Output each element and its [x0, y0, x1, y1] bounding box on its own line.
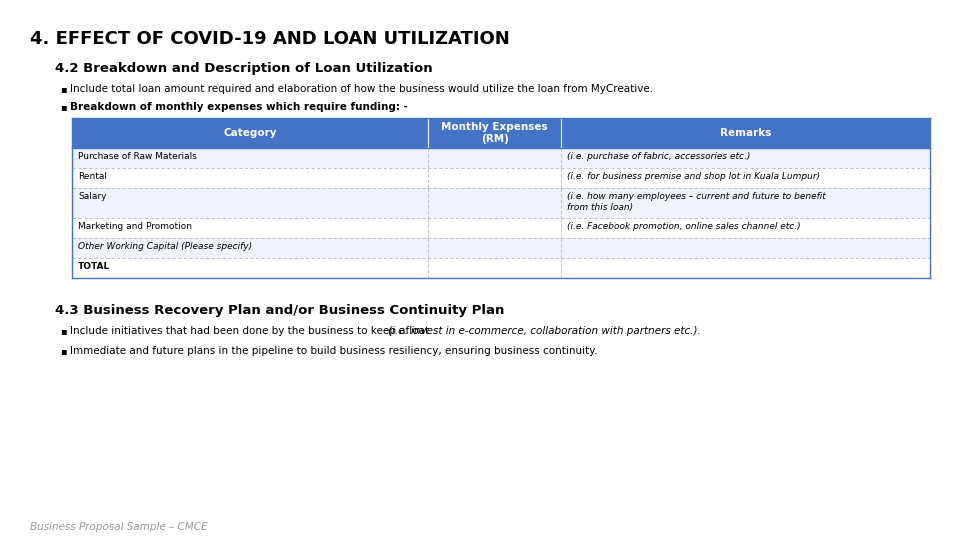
Bar	[72, 238, 930, 258]
Text: (i.e. Facebook promotion, online sales channel etc.): (i.e. Facebook promotion, online sales c…	[567, 222, 801, 231]
Text: (i.e. how many employees – current and future to benefit
from this loan): (i.e. how many employees – current and f…	[567, 192, 826, 212]
Text: Salary: Salary	[78, 192, 107, 201]
Bar	[72, 168, 930, 188]
Text: 4. EFFECT OF COVID-19 AND LOAN UTILIZATION: 4. EFFECT OF COVID-19 AND LOAN UTILIZATI…	[30, 30, 510, 48]
Text: Remarks: Remarks	[720, 128, 771, 138]
Text: Immediate and future plans in the pipeline to build business resiliency, ensurin: Immediate and future plans in the pipeli…	[70, 346, 597, 356]
Text: Rental: Rental	[78, 172, 107, 181]
Text: Purchase of Raw Materials: Purchase of Raw Materials	[78, 152, 197, 161]
Text: ▪: ▪	[60, 326, 66, 336]
Text: (i.e. purchase of fabric, accessories etc.): (i.e. purchase of fabric, accessories et…	[567, 152, 751, 161]
Text: (i.e. for business premise and shop lot in Kuala Lumpur): (i.e. for business premise and shop lot …	[567, 172, 820, 181]
Text: Business Proposal Sample – CMCE: Business Proposal Sample – CMCE	[30, 522, 207, 532]
Text: TOTAL: TOTAL	[78, 262, 110, 271]
Text: Other Working Capital (Please specify): Other Working Capital (Please specify)	[78, 242, 252, 251]
Text: (i.e. invest in e-commerce, collaboration with partners etc.).: (i.e. invest in e-commerce, collaboratio…	[389, 326, 701, 336]
Text: 4.3 Business Recovery Plan and/or Business Continuity Plan: 4.3 Business Recovery Plan and/or Busine…	[55, 304, 504, 317]
Text: ▪: ▪	[60, 346, 66, 356]
Bar	[72, 148, 930, 168]
Text: ▪: ▪	[60, 84, 66, 94]
Text: Include initiatives that had been done by the business to keep afloat: Include initiatives that had been done b…	[70, 326, 432, 336]
Bar	[72, 218, 930, 238]
Text: Category: Category	[224, 128, 276, 138]
Text: 4.2 Breakdown and Description of Loan Utilization: 4.2 Breakdown and Description of Loan Ut…	[55, 62, 433, 75]
Text: Include total loan amount required and elaboration of how the business would uti: Include total loan amount required and e…	[70, 84, 653, 94]
Bar	[72, 258, 930, 278]
Bar	[72, 118, 930, 148]
Text: Monthly Expenses
(RM): Monthly Expenses (RM)	[442, 122, 548, 144]
Bar	[72, 188, 930, 218]
Text: ▪: ▪	[60, 102, 66, 112]
Text: Breakdown of monthly expenses which require funding: -: Breakdown of monthly expenses which requ…	[70, 102, 408, 112]
Text: Marketing and Promotion: Marketing and Promotion	[78, 222, 192, 231]
